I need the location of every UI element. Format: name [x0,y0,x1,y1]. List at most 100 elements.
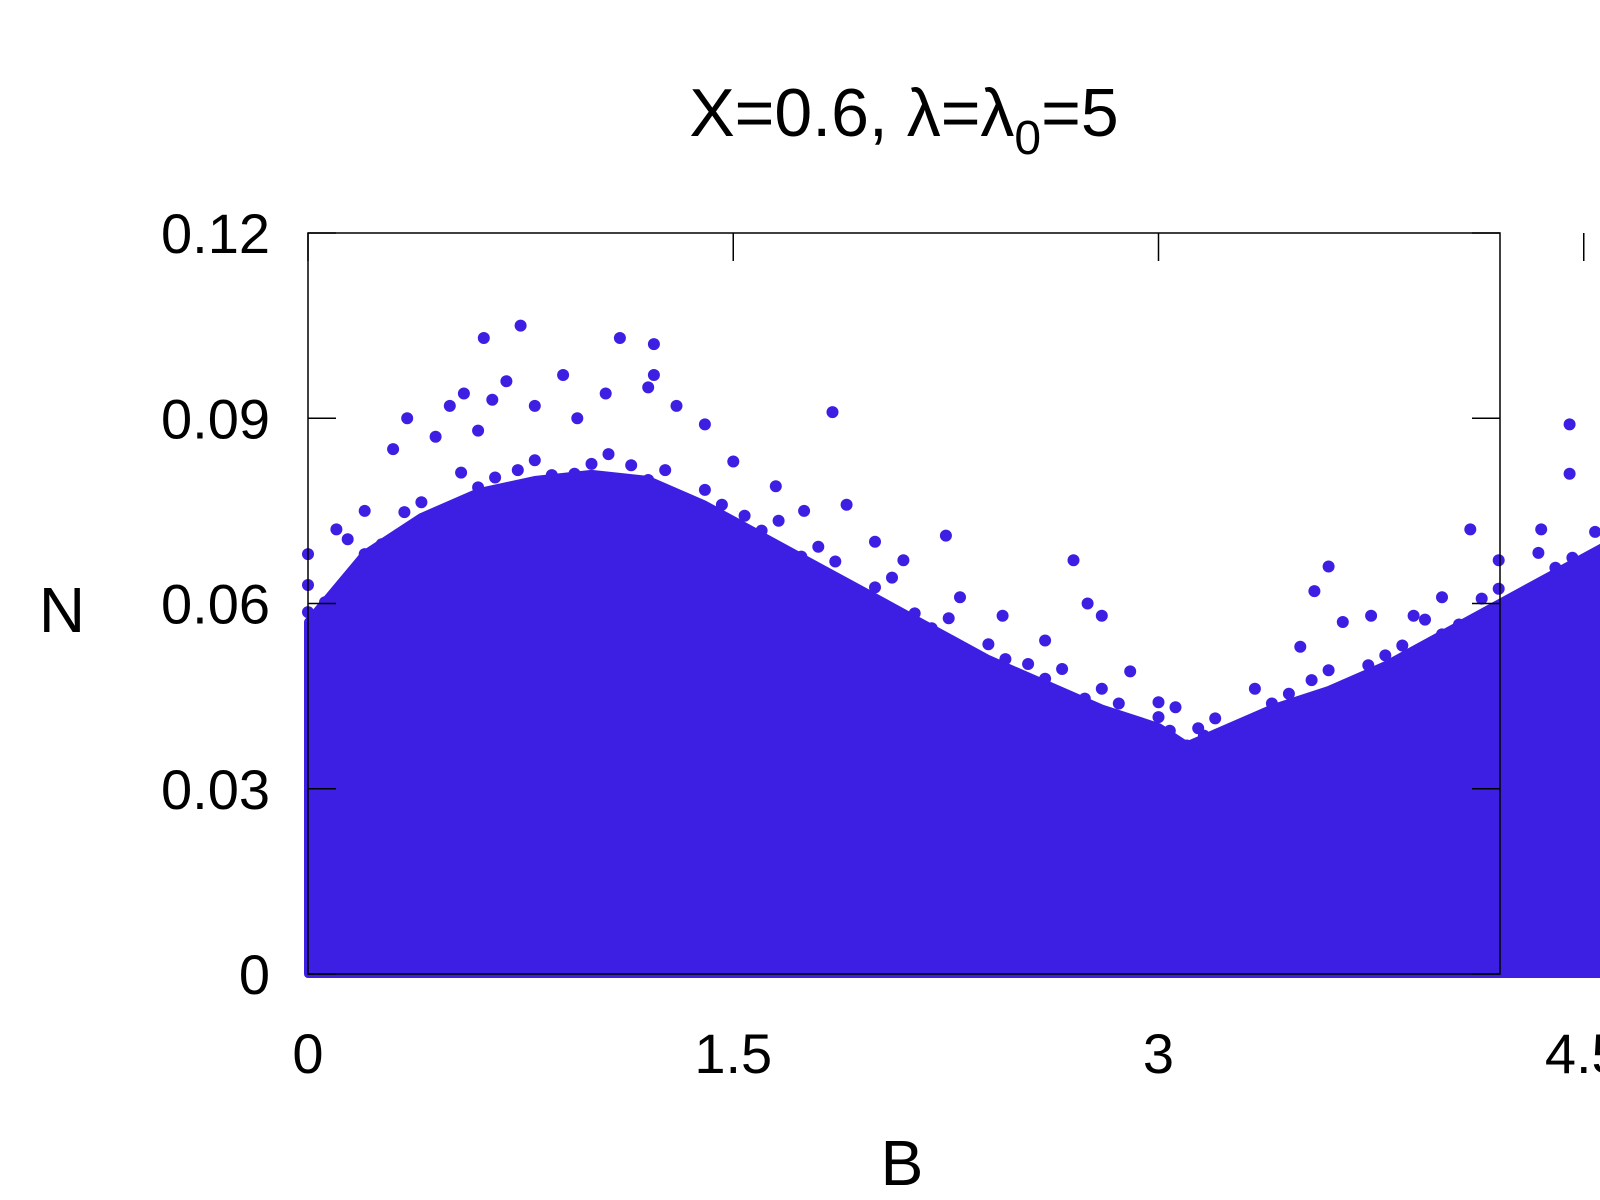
data-point [1192,722,1205,735]
data-point [1056,663,1069,675]
data-point [1322,664,1335,677]
data-point [1305,674,1318,687]
data-point [571,412,584,425]
data-point [387,443,400,456]
data-point [599,387,612,400]
data-point [755,524,768,537]
x-axis-label: B [881,1127,924,1199]
data-point [925,622,938,635]
plot-data [302,319,1600,978]
data-point [1112,697,1125,710]
data-point [772,514,785,527]
data-point [1475,592,1488,605]
data-point [1308,585,1321,598]
data-point [642,381,655,394]
data-point [1492,554,1505,567]
data-point [511,464,524,477]
data-point [401,412,414,425]
data-point [996,609,1009,622]
tick-marks [307,232,1585,975]
data-point [670,399,683,412]
data-point [319,596,331,609]
data-point [715,498,728,511]
chart-title: X=0.6, λ=λ0=5 [689,75,1118,165]
data-point [1282,687,1295,700]
data-point [1336,616,1349,628]
data-point [625,459,638,472]
data-point [477,332,490,344]
data-point [358,548,371,561]
data-point [886,571,898,584]
data-point [375,538,388,551]
data-point [829,555,842,568]
data-point [1464,523,1477,536]
data-point [869,535,881,548]
data-point [1163,724,1176,737]
data-point [1532,546,1545,559]
x-tick-label: 4.5 [1545,1022,1600,1085]
data-point [1152,711,1165,724]
data-point [812,540,825,553]
data-point [869,581,881,594]
data-point [795,550,808,563]
data-point [999,653,1012,666]
chart-title-suffix: =5 [1041,75,1119,151]
y-tick-label: 0.09 [161,387,270,450]
data-point [1039,634,1052,647]
data-point [1563,467,1576,480]
data-point [1078,692,1091,705]
data-point [602,448,615,461]
data-point [545,469,558,482]
data-point [1549,561,1562,574]
data-point [698,418,711,431]
data-point [398,506,411,519]
data-point [557,369,570,381]
data-point [1566,551,1579,564]
data-point [455,466,468,479]
data-point [769,480,782,493]
y-tick-labels: 0 0.03 0.06 0.09 0.12 [161,202,270,1006]
data-point [568,467,581,480]
data-point [489,471,502,484]
data-point [358,504,371,517]
data-point [698,483,711,496]
data-point [1396,639,1409,652]
data-point [1436,591,1448,604]
data-point [942,612,955,625]
data-point [528,454,541,467]
data-point [500,375,513,388]
data-point [1081,597,1094,610]
data-point [514,319,527,332]
x-tick-label: 0 [292,1022,323,1085]
x-tick-label: 3 [1143,1022,1174,1085]
data-point [443,399,456,412]
data-point [826,406,839,419]
data-point [1419,613,1431,626]
data-point [727,455,740,468]
data-point [1407,609,1420,622]
data-point [1265,697,1278,710]
data-point [528,399,541,412]
data-point [415,496,428,509]
y-tick-label: 0.03 [161,758,270,821]
data-point [1322,560,1335,573]
data-point [472,424,485,437]
x-tick-labels: 01.534.56 [292,1022,1600,1085]
data-point [1589,525,1600,538]
data-point [647,338,660,351]
data-point [1039,672,1052,685]
data-point [472,481,485,494]
data-point [1022,658,1035,670]
data-point [1453,618,1465,631]
data-point [908,607,921,620]
data-point [613,332,626,344]
data-point [1169,701,1182,714]
dense-point-cloud [304,469,1600,978]
data-point [1294,640,1307,653]
data-point [1067,554,1080,567]
y-tick-label: 0.12 [161,202,270,265]
data-point [432,511,445,523]
data-point [852,591,864,604]
data-point [1379,649,1392,662]
